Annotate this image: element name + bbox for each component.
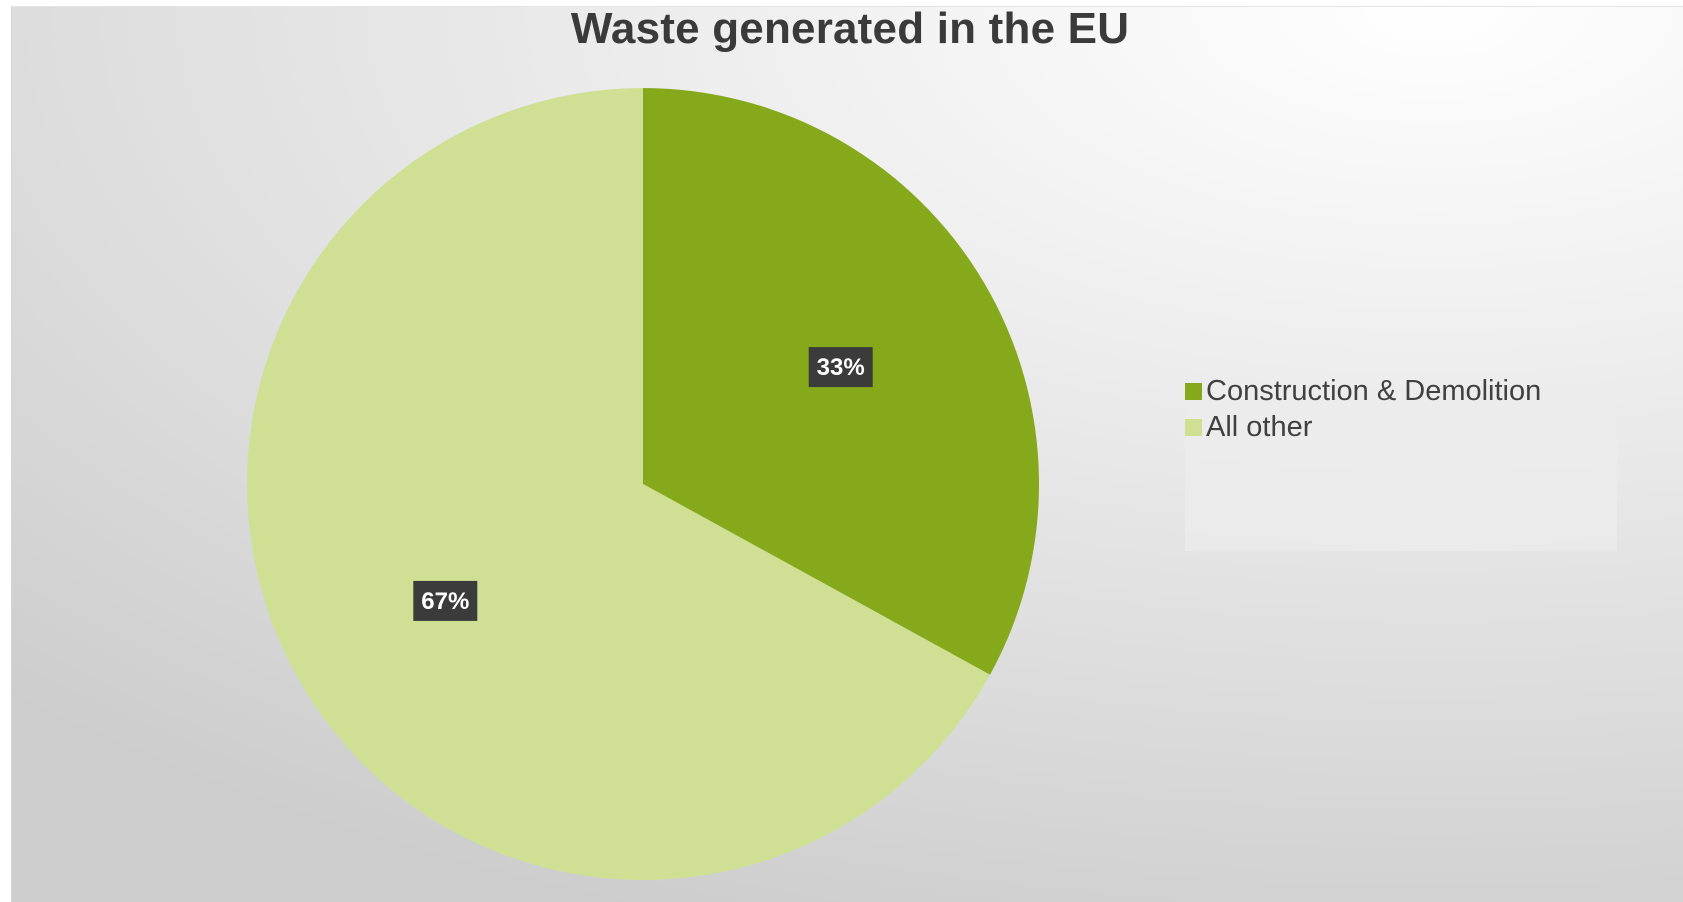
data-label-text-0: 33%	[817, 354, 865, 381]
data-label-box-0	[808, 347, 873, 388]
chart-title: Waste generated in the EU	[570, 4, 1130, 53]
data-label-0: 33%	[808, 347, 873, 388]
legend-swatch-construction	[1185, 382, 1202, 400]
data-label-1: 67%	[413, 580, 478, 621]
legend-label-all-other: All other	[1206, 410, 1313, 443]
legend-label-construction: Construction & Demolition	[1206, 374, 1542, 407]
data-label-text-1: 67%	[421, 588, 469, 615]
legend-item-all-other: All other	[1185, 409, 1312, 445]
legend-item-construction: Construction & Demolition	[1185, 373, 1541, 409]
data-label-box-1	[413, 580, 478, 621]
pie-slice-1	[246, 88, 991, 881]
legend: Construction & Demolition All other	[1185, 373, 1617, 551]
legend-swatch-all-other	[1185, 418, 1202, 436]
